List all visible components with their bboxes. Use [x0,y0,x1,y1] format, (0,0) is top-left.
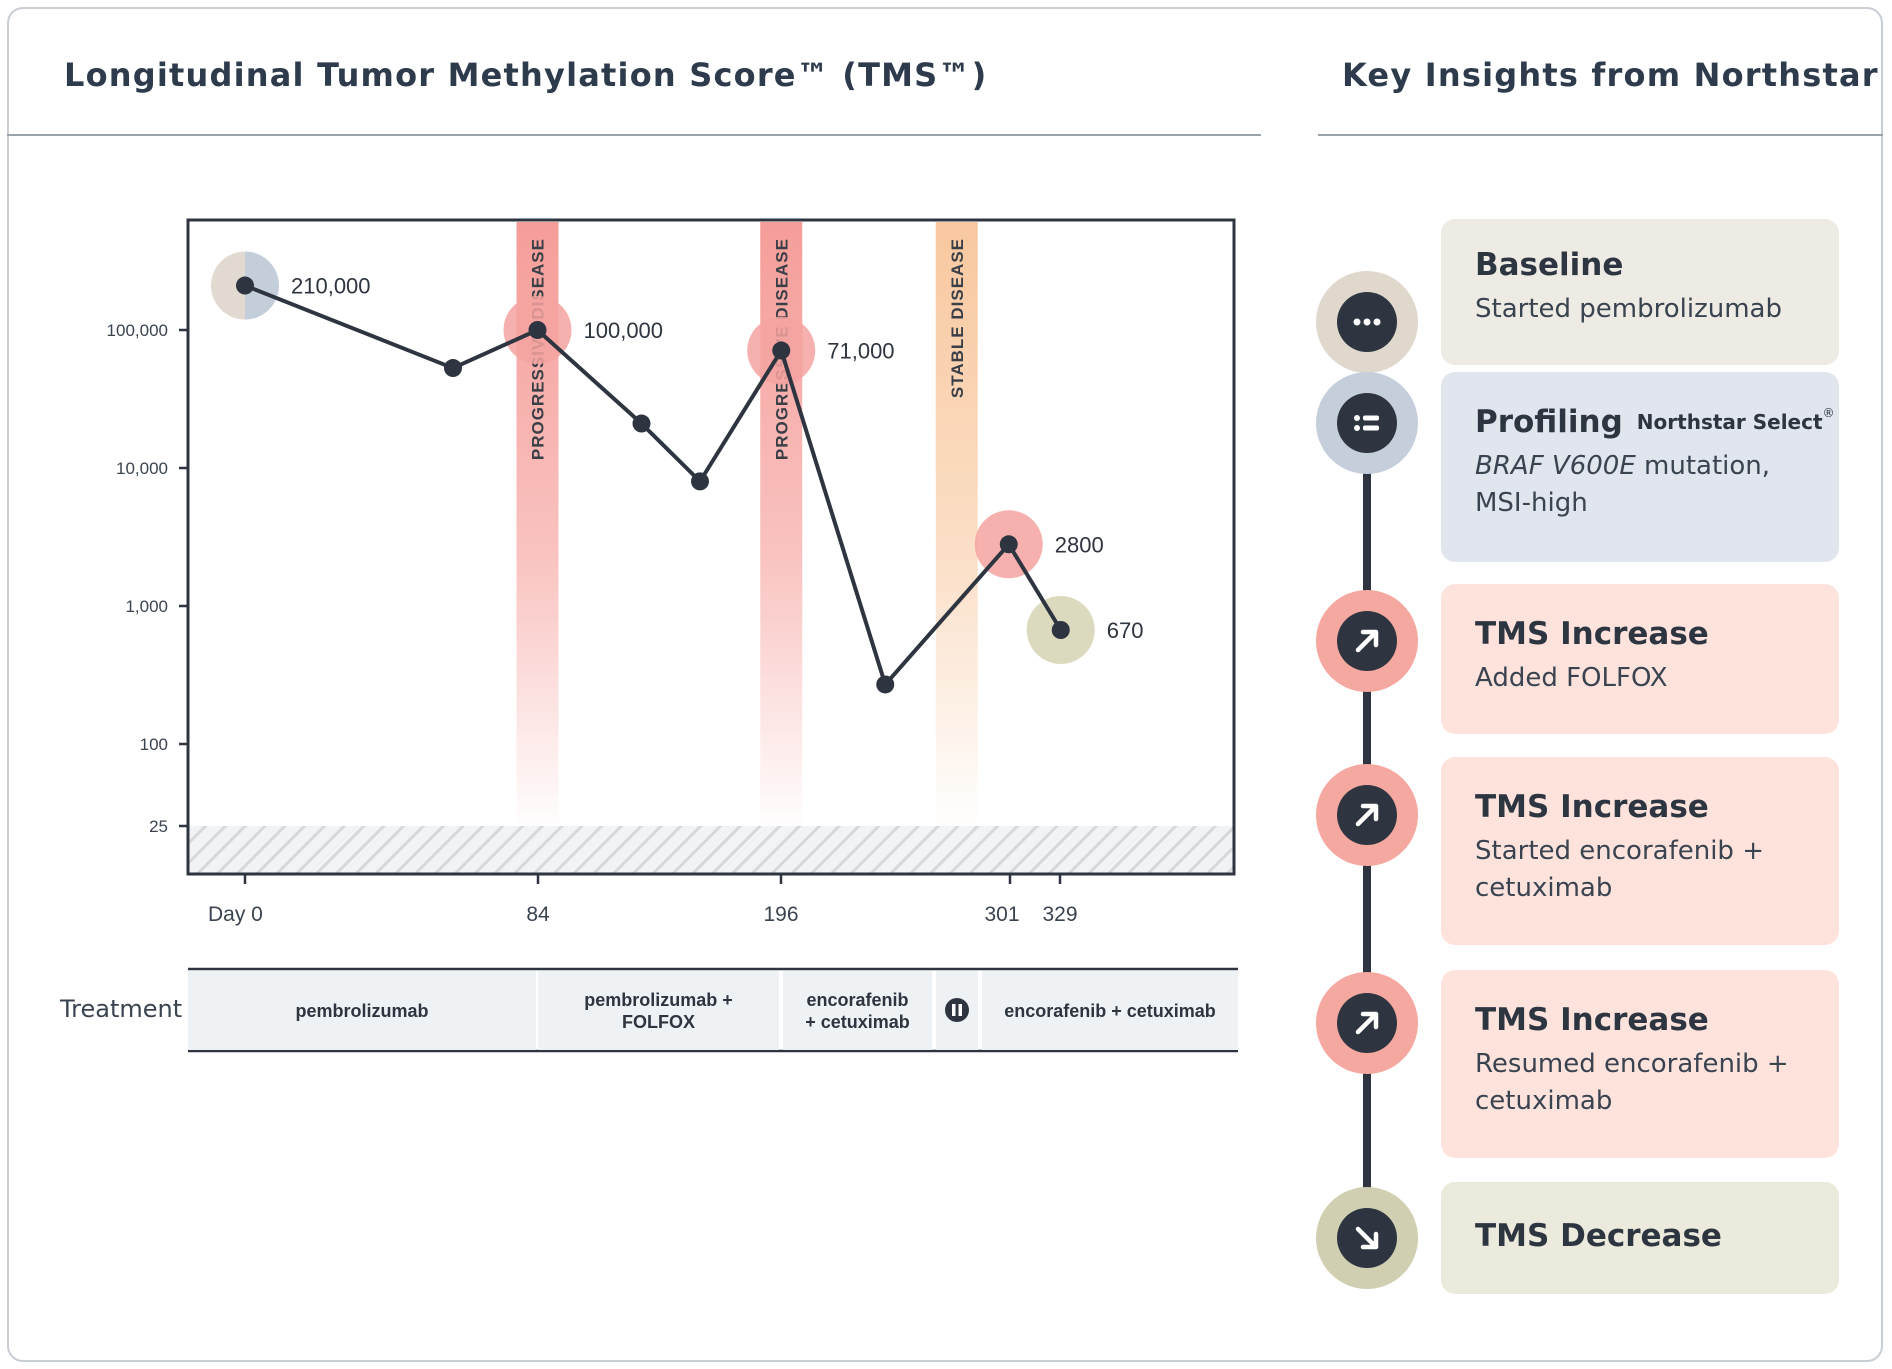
insight-title: TMS Increase [1475,1002,1709,1038]
data-point [528,321,547,339]
disease-status-label: STABLE DISEASE [948,238,967,398]
y-tick-label: 25 [149,817,168,836]
below-detection-hatch [188,826,1234,874]
data-point [236,276,254,295]
insight-card-tms-increase-2: TMS Increase Started encorafenib + cetux… [1441,757,1839,945]
more-dots-icon [1353,318,1381,326]
x-tick-label: 84 [526,903,550,926]
treatment-row-label: Treatment [60,995,183,1023]
insights-title: Key Insights from Northstar [1342,56,1879,94]
insight-card-tms-increase-3: TMS Increase Resumed encorafenib + cetux… [1441,970,1839,1158]
treatment-label: pembrolizumab + [584,990,733,1010]
insight-title: TMS Decrease [1475,1218,1722,1254]
treatment-label: encorafenib [806,990,908,1010]
arrow-down-right-icon [1355,1226,1379,1250]
y-tick-label: 100 [140,735,168,754]
x-tick-label: 196 [763,903,798,926]
y-tick-label: 1,000 [125,597,168,616]
data-point [876,675,895,694]
insight-text: mutation, MSI-high [1475,451,1771,518]
insights-title-rule [1318,134,1883,136]
data-label: 100,000 [584,318,664,343]
insight-card-profiling: Profiling Northstar Select® BRAF V600E mu… [1441,372,1839,562]
data-point [632,414,651,433]
data-point [999,535,1018,554]
baseline-halo-left [210,251,245,320]
plot-border [186,218,1236,876]
y-tick-label: 100,000 [107,321,168,340]
timeline-node-profiling [1316,372,1418,474]
treatment-segment [982,971,1238,1050]
data-label: 2800 [1055,532,1104,557]
timeline-node-increase-1 [1316,590,1418,692]
pause-icon [945,998,969,1022]
insight-title: TMS Increase [1475,789,1709,825]
insight-card-tms-increase-1: TMS Increase Added FOLFOX [1441,584,1839,734]
timeline-node-baseline [1316,271,1418,373]
insight-text: Added FOLFOX [1475,663,1668,693]
insight-title: Profiling [1475,404,1623,440]
treatment-label: FOLFOX [622,1012,695,1032]
treatment-segment [188,971,536,1050]
list-icon [1354,415,1379,431]
x-tick-label: 329 [1042,903,1077,926]
arrow-up-right-icon [1355,1011,1379,1035]
treatment-segment [783,971,932,1050]
insight-card-tms-decrease: TMS Decrease [1441,1182,1839,1294]
insight-card-baseline: Baseline Started pembrolizumab [1441,219,1839,365]
treatment-label: encorafenib + cetuximab [1004,1001,1216,1021]
data-label: 71,000 [827,339,894,364]
timeline-node-increase-2 [1316,764,1418,866]
treatment-label: pembrolizumab [295,1001,428,1021]
data-point [691,472,709,491]
data-point [1051,621,1070,640]
y-tick-label: 10,000 [116,459,168,478]
insight-title: TMS Increase [1475,616,1709,652]
timeline-node-decrease [1316,1187,1418,1289]
x-tick-label: 301 [984,903,1019,926]
product-tag: Northstar Select® [1636,406,1835,434]
tms-line-chart: PROGRESSIVE DISEASEPROGRESSIVE DISEASEST… [107,218,1238,1053]
mutation-name: BRAF V600E [1475,451,1636,481]
data-label: 670 [1107,618,1144,643]
insight-text: Resumed encorafenib + cetuximab [1475,1049,1789,1116]
chart-title-rule [7,134,1261,136]
insight-text: Started encorafenib + cetuximab [1475,836,1764,903]
treatment-segment [538,971,779,1050]
panel-frame [7,7,1883,1362]
data-point [444,359,462,378]
disease-status-band [935,222,978,832]
insight-text: Started pembrolizumab [1475,294,1782,324]
arrow-up-right-icon [1355,803,1379,827]
data-point [772,341,791,360]
treatment-label: + cetuximab [805,1012,910,1032]
x-tick-label: Day 0 [208,903,263,926]
chart-title: Longitudinal Tumor Methylation Score™ (T… [64,56,988,94]
baseline-halo-right [245,251,280,320]
arrow-up-right-icon [1355,629,1379,653]
timeline-node-increase-3 [1316,972,1418,1074]
insight-title: Baseline [1475,247,1624,283]
data-label: 210,000 [291,274,371,299]
